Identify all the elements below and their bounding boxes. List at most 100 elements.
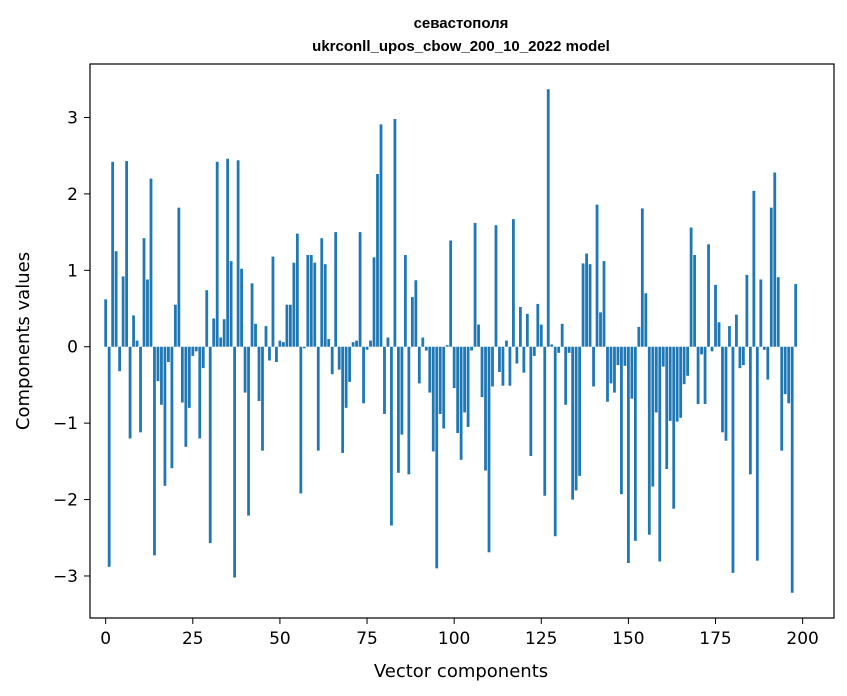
bar <box>703 346 707 405</box>
bar <box>191 346 195 356</box>
chart-title: севастополя <box>414 15 509 32</box>
bar <box>421 337 425 347</box>
bar <box>724 346 728 441</box>
bar <box>288 304 292 347</box>
bar <box>180 346 184 403</box>
bar <box>557 346 561 353</box>
bar <box>755 346 759 561</box>
bar <box>668 346 672 421</box>
bar <box>118 346 122 372</box>
bar <box>620 346 623 495</box>
bar <box>365 346 369 350</box>
bar <box>682 346 686 385</box>
x-axis-label: Vector components <box>374 661 548 682</box>
bar <box>567 346 571 353</box>
bar <box>745 274 749 347</box>
bar <box>742 346 745 366</box>
x-tick-label: 25 <box>182 629 204 649</box>
bar <box>515 346 519 364</box>
bar <box>686 346 690 376</box>
bar <box>236 160 240 347</box>
y-tick-label: 1 <box>67 261 78 281</box>
y-tick-label: −1 <box>53 414 78 434</box>
bar <box>104 299 108 347</box>
bar <box>208 346 212 544</box>
bar <box>508 346 512 386</box>
bar <box>529 346 533 456</box>
bar <box>592 346 595 387</box>
bar <box>637 326 641 347</box>
bar <box>647 346 651 535</box>
x-tick-label: 150 <box>612 629 644 649</box>
bar <box>707 244 710 347</box>
bar <box>309 255 313 347</box>
bar <box>553 346 557 537</box>
bar <box>466 346 470 427</box>
bar <box>330 346 334 375</box>
bar <box>787 346 791 404</box>
bar <box>344 346 348 408</box>
bar <box>379 124 383 347</box>
bar <box>675 346 679 422</box>
bar <box>247 346 250 516</box>
bar <box>564 346 568 405</box>
bar <box>222 319 226 347</box>
bar <box>142 238 146 347</box>
bar <box>424 346 428 351</box>
bar <box>170 346 174 469</box>
bar <box>588 264 592 347</box>
x-tick-label: 50 <box>269 629 291 649</box>
bar <box>341 346 345 453</box>
bar <box>431 346 435 452</box>
bar <box>139 346 142 433</box>
x-tick-label: 0 <box>100 629 111 649</box>
bar <box>233 346 237 578</box>
bar <box>355 340 358 347</box>
bar <box>313 262 317 347</box>
bar <box>351 342 355 347</box>
bar <box>250 283 254 347</box>
bar <box>376 174 379 347</box>
bar <box>477 324 480 347</box>
bar <box>672 346 676 509</box>
bar <box>693 255 696 347</box>
bar <box>397 346 400 473</box>
bar <box>306 255 310 347</box>
bar <box>595 204 599 347</box>
bar <box>728 326 731 347</box>
bar <box>292 262 296 347</box>
bar <box>459 346 463 460</box>
bar <box>302 346 306 349</box>
bar <box>393 119 397 347</box>
bar <box>285 304 289 347</box>
bar <box>633 346 637 541</box>
bar <box>658 346 662 562</box>
bar <box>738 346 742 369</box>
bar <box>177 207 181 347</box>
bar <box>480 346 484 398</box>
bar <box>327 339 331 347</box>
bar <box>585 253 588 347</box>
bar <box>362 346 365 404</box>
bar <box>525 313 529 347</box>
bar <box>498 346 501 372</box>
bar <box>665 346 669 469</box>
x-tick-label: 200 <box>786 629 818 649</box>
bar <box>700 346 703 355</box>
bar <box>442 346 446 429</box>
bar <box>400 346 404 435</box>
x-tick-label: 100 <box>438 629 470 649</box>
bar <box>484 346 487 471</box>
x-tick-label: 175 <box>699 629 731 649</box>
bar <box>752 190 756 347</box>
bar <box>640 208 644 347</box>
bar <box>121 276 125 347</box>
bar <box>201 346 205 369</box>
bar <box>226 158 230 347</box>
bar <box>337 346 341 370</box>
bar <box>679 346 683 418</box>
bar <box>616 346 620 366</box>
bar <box>438 346 442 414</box>
bar <box>114 251 118 347</box>
bar <box>769 207 773 347</box>
